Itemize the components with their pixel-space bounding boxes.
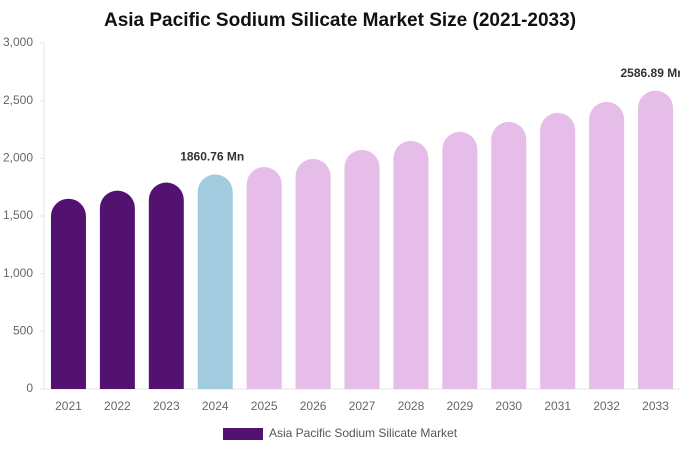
- bar: [442, 131, 478, 389]
- bar: [246, 166, 282, 389]
- bar: [393, 140, 429, 389]
- x-tick-label: 2021: [55, 399, 82, 413]
- bar: [99, 190, 135, 389]
- bar: [589, 101, 625, 389]
- chart-title: Asia Pacific Sodium Silicate Market Size…: [104, 10, 576, 31]
- data-label: 2586.89 Mn: [621, 66, 680, 80]
- x-tick-label: 2023: [153, 399, 180, 413]
- x-tick-label: 2022: [104, 399, 131, 413]
- x-tick-label: 2033: [642, 399, 669, 413]
- y-tick-label: 2,500: [3, 93, 33, 107]
- y-tick-label: 2,000: [3, 151, 33, 165]
- legend-swatch: [223, 428, 263, 440]
- bar: [491, 121, 527, 389]
- bar: [540, 112, 576, 390]
- x-tick-label: 2029: [446, 399, 473, 413]
- bar: [50, 198, 86, 389]
- x-tick-label: 2031: [544, 399, 571, 413]
- data-label: 1860.76 Mn: [180, 150, 244, 164]
- y-tick-label: 1,000: [3, 266, 33, 280]
- bar: [148, 182, 184, 389]
- x-tick-label: 2027: [349, 399, 376, 413]
- x-tick-label: 2030: [495, 399, 522, 413]
- legend-label: Asia Pacific Sodium Silicate Market: [269, 426, 458, 440]
- y-tick-label: 1,500: [3, 208, 33, 222]
- x-tick-label: 2032: [593, 399, 620, 413]
- bar: [638, 90, 674, 389]
- y-tick-label: 500: [13, 324, 33, 338]
- x-tick-label: 2026: [300, 399, 327, 413]
- x-tick-label: 2024: [202, 399, 229, 413]
- bar: [344, 149, 380, 389]
- y-tick-label: 0: [26, 381, 33, 395]
- x-tick-label: 2028: [398, 399, 425, 413]
- bar: [295, 158, 331, 389]
- x-tick-label: 2025: [251, 399, 278, 413]
- bar: [197, 174, 233, 389]
- y-tick-label: 3,000: [3, 35, 33, 49]
